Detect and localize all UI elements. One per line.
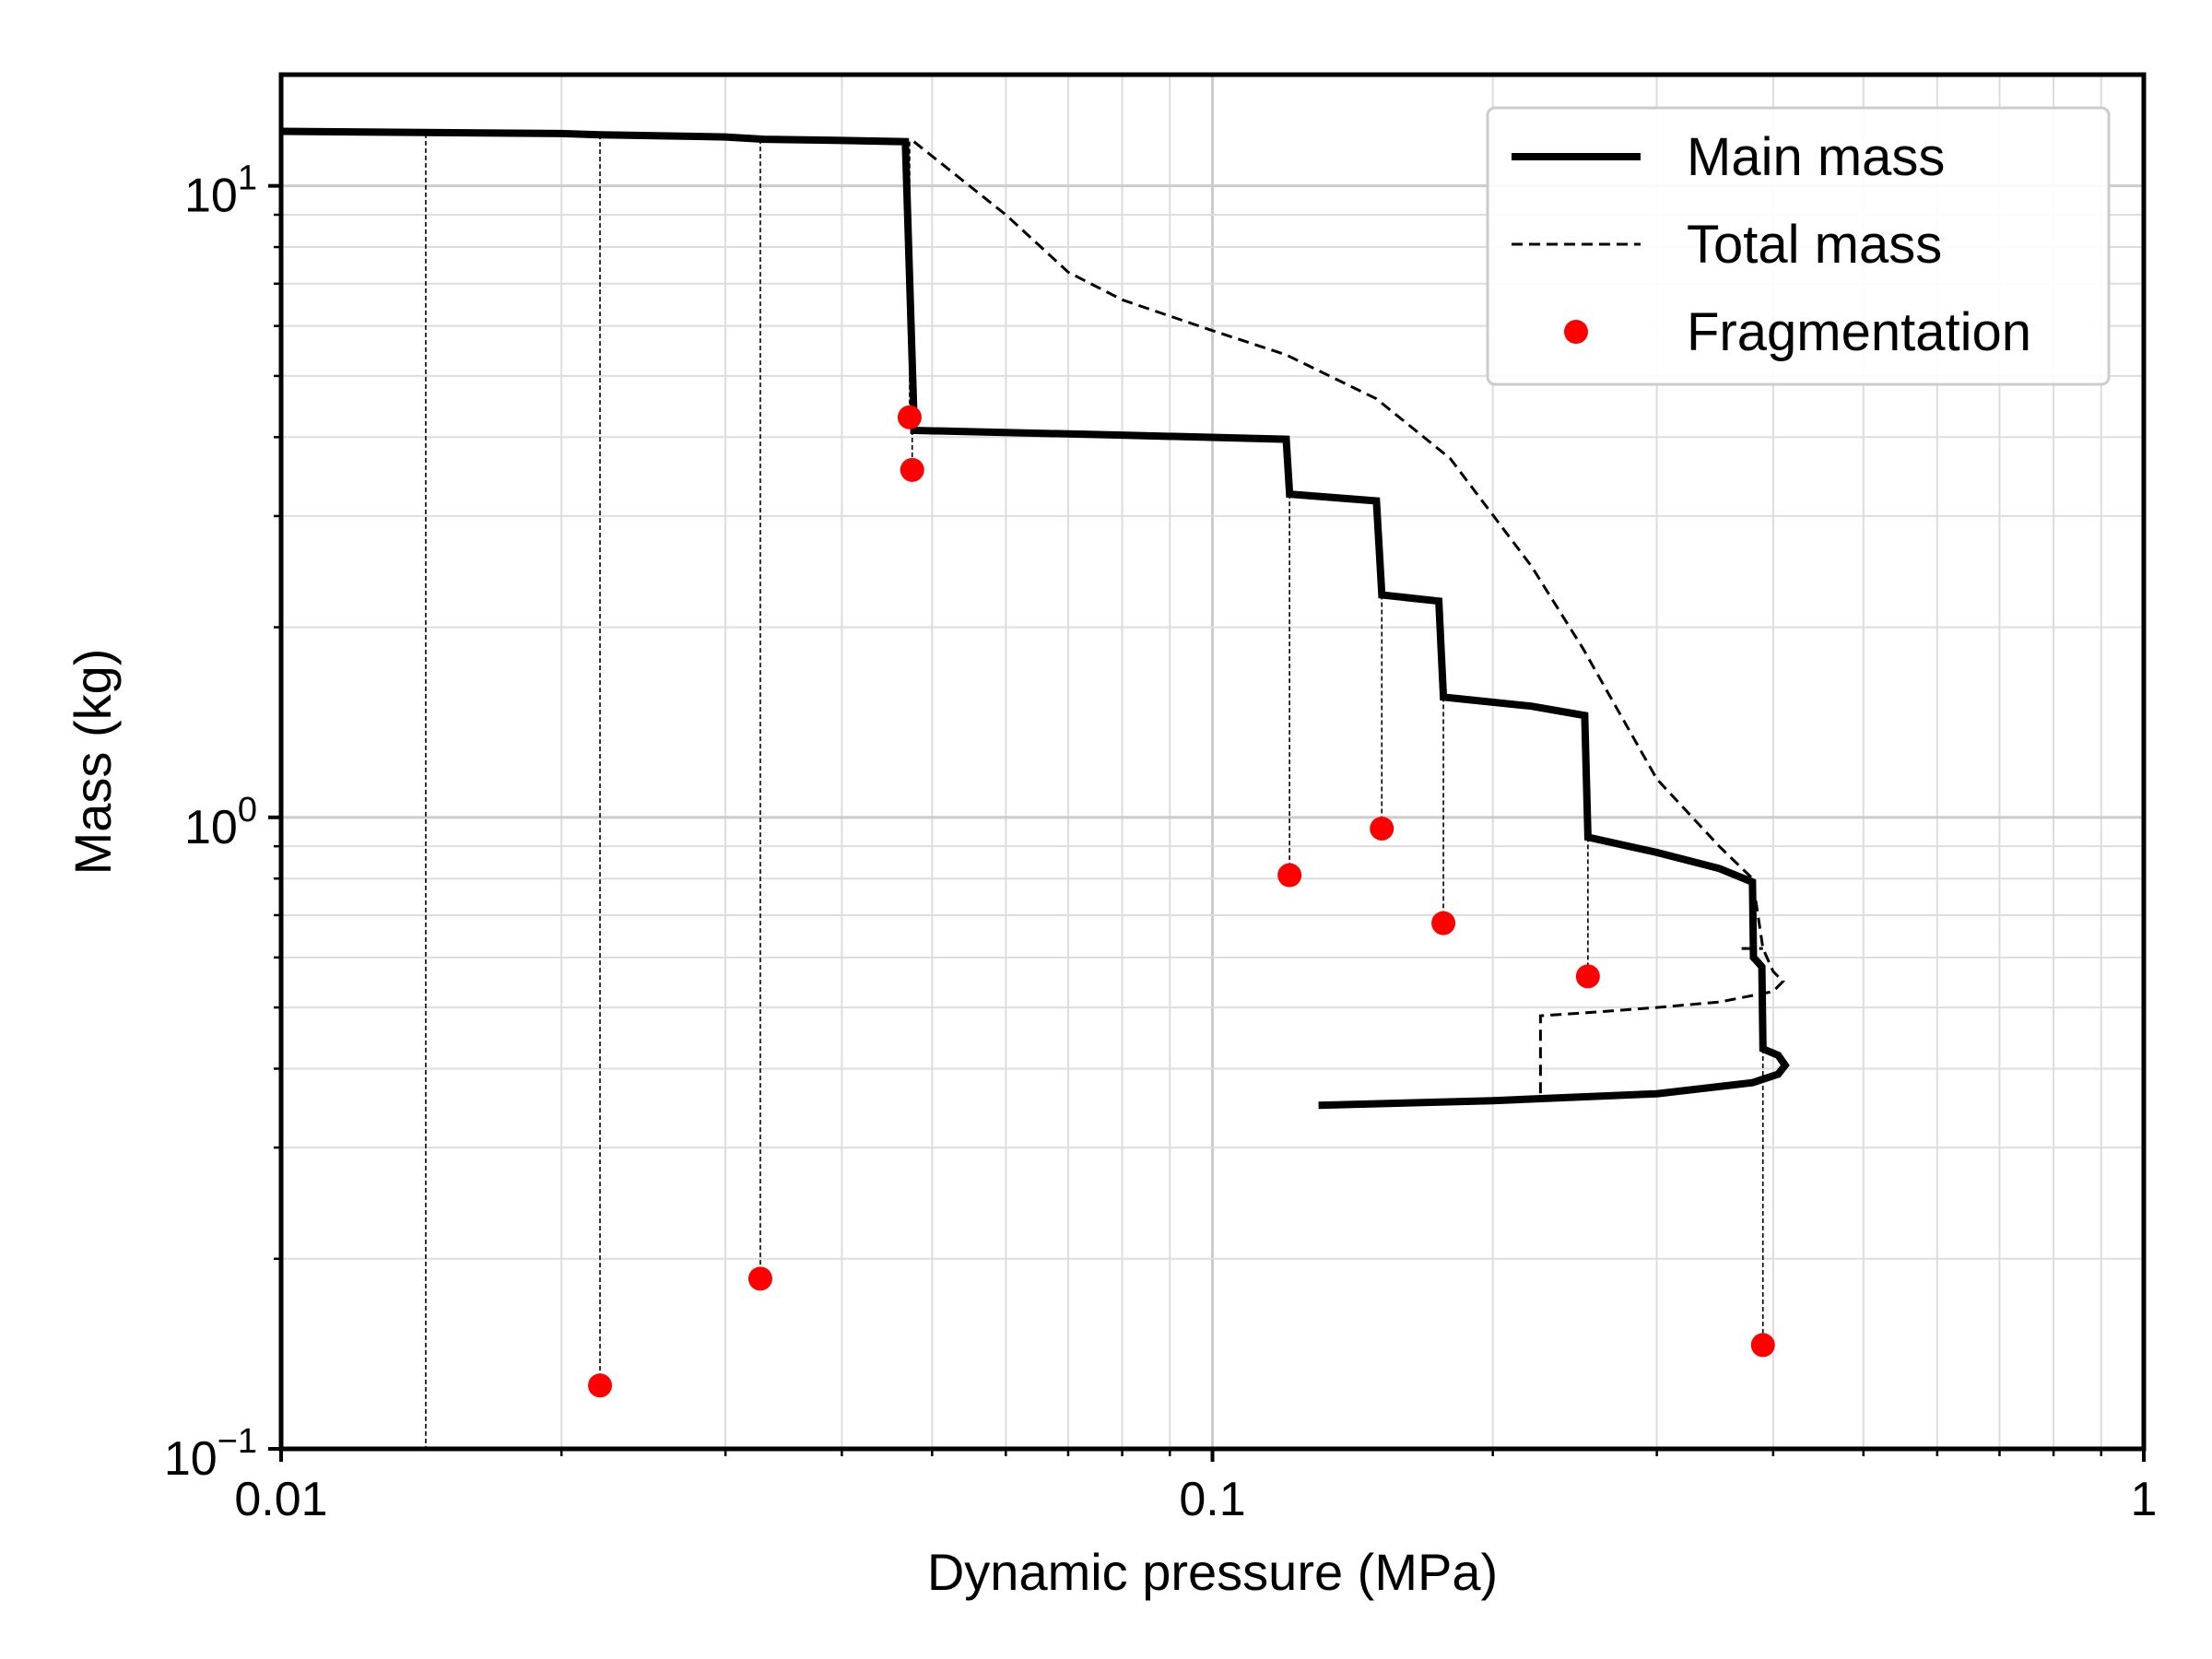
y-axis-label: Mass (kg) <box>64 649 122 876</box>
fragmentation-marker <box>1750 1333 1775 1358</box>
fragmentation-marker <box>1370 816 1394 841</box>
main-mass-line <box>281 127 1790 1110</box>
legend-box <box>1486 106 2111 386</box>
fragmentation-marker <box>1575 964 1600 989</box>
total-mass-line <box>912 140 1785 1094</box>
y-tick-label: 10−1 <box>164 1422 257 1486</box>
x-tick-label: 1 <box>2131 1473 2158 1526</box>
tick-labels: 0.01 0.1 1 10−1 100 101 <box>164 159 2158 1526</box>
y-tick-label: 100 <box>184 791 257 854</box>
legend-label: Total mass <box>1687 215 1942 275</box>
legend: Main mass Total mass Fragmentation <box>1486 106 2111 386</box>
fragmentation-marker <box>588 1373 613 1398</box>
series-layer <box>281 127 1790 1449</box>
fragmentation-marker <box>1431 911 1456 935</box>
x-axis-label: Dynamic pressure (MPa) <box>927 1543 1498 1601</box>
legend-label: Fragmentation <box>1687 302 2031 362</box>
fragmentation-marker <box>1277 863 1302 888</box>
fragmentation-marker <box>747 1266 772 1291</box>
legend-fragmentation-swatch <box>1564 320 1588 344</box>
y-tick-label: 101 <box>184 159 257 223</box>
legend-label: Main mass <box>1687 127 1945 187</box>
x-tick-label: 0.1 <box>1179 1473 1245 1526</box>
x-tick-label: 0.01 <box>234 1473 327 1526</box>
fragmentation-marker <box>900 457 924 482</box>
fragmentation-marker <box>897 405 922 429</box>
ticks <box>268 183 2146 1462</box>
